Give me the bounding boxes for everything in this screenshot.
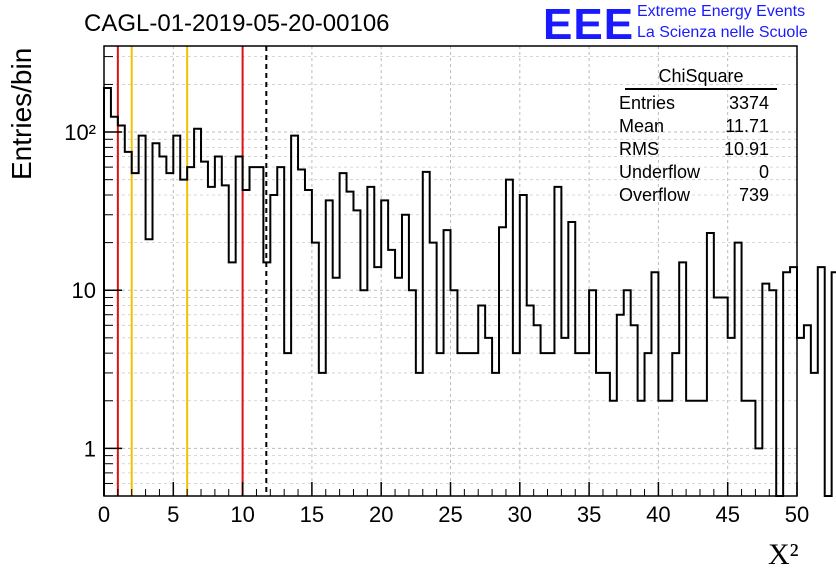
x-axis-label: X² <box>768 538 799 571</box>
x-tick-label: 10 <box>230 502 254 527</box>
stats-label: Mean <box>619 116 665 136</box>
y-tick-label: 1 <box>84 436 96 461</box>
x-tick-label: 20 <box>369 502 393 527</box>
x-tick-label: 45 <box>715 502 739 527</box>
stats-value: 10.91 <box>723 139 769 159</box>
stats-label: Underflow <box>619 162 701 182</box>
x-tick-label: 40 <box>646 502 670 527</box>
stats-row-rms: RMS 10.91 <box>611 139 777 162</box>
stats-label: Overflow <box>619 185 691 205</box>
stats-row-entries: Entries 3374 <box>611 93 777 116</box>
x-tick-label: 50 <box>785 502 809 527</box>
stats-label: Entries <box>619 93 676 113</box>
marker-lines <box>116 46 268 496</box>
x-tick-label: 30 <box>508 502 532 527</box>
stats-value: 11.71 <box>725 116 769 136</box>
x-tick-label: 25 <box>438 502 462 527</box>
x-tick-label: 5 <box>167 502 179 527</box>
y-axis: 1 10 10² <box>64 56 122 497</box>
stats-value: 3374 <box>728 93 769 113</box>
stats-row-mean: Mean 11.71 <box>611 116 777 139</box>
logo-tagline-1: Extreme Energy Events <box>637 3 806 20</box>
logo-tagline-2: La Scienza nelle Scuole <box>637 24 808 41</box>
stats-value: 0 <box>758 162 769 182</box>
stats-row-underflow: Underflow 0 <box>611 162 777 185</box>
stats-value: 739 <box>738 185 769 205</box>
stats-row-overflow: Overflow 739 <box>611 185 777 208</box>
stats-title: ChiSquare <box>625 66 777 90</box>
y-tick-label: 10 <box>72 278 96 303</box>
x-axis: 0 5 10 15 20 25 30 35 40 45 50 <box>98 482 809 527</box>
x-tick-label: 15 <box>300 502 324 527</box>
stats-label: RMS <box>619 139 659 159</box>
y-tick-label: 10² <box>64 120 96 145</box>
chart-title: CAGL-01-2019-05-20-00106 <box>84 10 390 37</box>
x-tick-label: 35 <box>577 502 601 527</box>
stats-box: ChiSquare Entries 3374 Mean 11.71 RMS 10.91… <box>611 66 777 208</box>
y-axis-label: Entries/bin <box>6 47 37 180</box>
x-tick-label: 0 <box>98 502 110 527</box>
eee-logo: EEE <box>543 0 635 49</box>
